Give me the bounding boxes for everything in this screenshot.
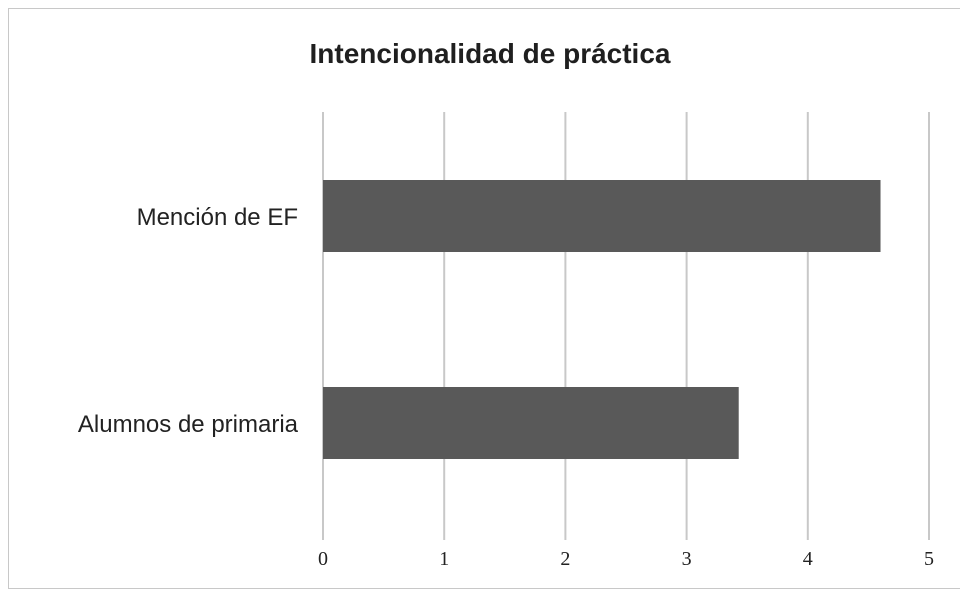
chart-frame bbox=[8, 8, 960, 589]
category-label: Alumnos de primaria bbox=[78, 411, 299, 438]
x-tick-label: 0 bbox=[318, 548, 328, 570]
bar-0 bbox=[323, 180, 881, 252]
x-tick-label: 4 bbox=[803, 548, 813, 570]
x-tick-label: 2 bbox=[560, 548, 570, 570]
x-tick-label: 5 bbox=[924, 548, 934, 570]
chart-title: Intencionalidad de práctica bbox=[309, 38, 671, 69]
x-tick-label: 1 bbox=[439, 548, 449, 570]
x-tick-label: 3 bbox=[682, 548, 692, 570]
bar-1 bbox=[323, 387, 739, 459]
category-label: Mención de EF bbox=[137, 204, 298, 231]
